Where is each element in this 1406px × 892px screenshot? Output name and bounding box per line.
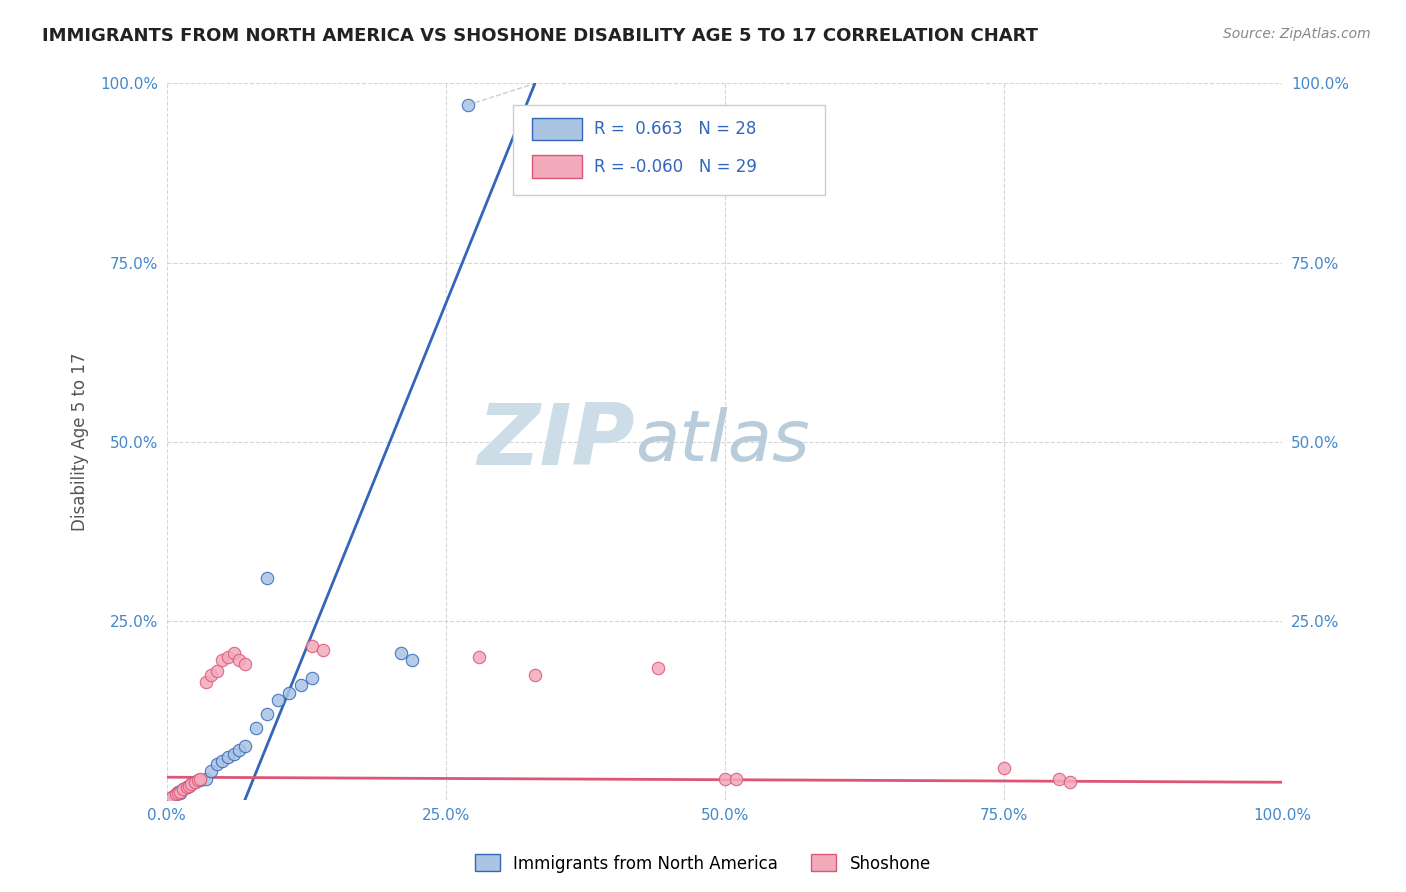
Point bbox=[290, 678, 312, 692]
Point bbox=[233, 657, 256, 671]
Point bbox=[165, 788, 187, 802]
Point bbox=[188, 772, 211, 786]
FancyBboxPatch shape bbox=[513, 105, 825, 194]
Point bbox=[245, 722, 267, 736]
Point bbox=[205, 664, 228, 678]
Point bbox=[217, 750, 239, 764]
Point bbox=[180, 777, 202, 791]
Point bbox=[301, 671, 323, 685]
Point bbox=[183, 775, 205, 789]
Point bbox=[724, 772, 747, 786]
Point bbox=[166, 786, 188, 800]
Point bbox=[177, 779, 200, 793]
Point bbox=[172, 782, 194, 797]
Point bbox=[169, 786, 191, 800]
Point bbox=[205, 757, 228, 772]
Point bbox=[389, 646, 412, 660]
Point bbox=[194, 772, 217, 786]
Point bbox=[166, 784, 188, 798]
Point bbox=[194, 674, 217, 689]
Point bbox=[188, 773, 211, 788]
Point bbox=[176, 780, 198, 795]
Point bbox=[176, 780, 198, 795]
Point bbox=[993, 761, 1015, 775]
Point bbox=[713, 772, 735, 786]
Point bbox=[162, 789, 184, 804]
Point bbox=[1059, 775, 1081, 789]
Text: IMMIGRANTS FROM NORTH AMERICA VS SHOSHONE DISABILITY AGE 5 TO 17 CORRELATION CHA: IMMIGRANTS FROM NORTH AMERICA VS SHOSHON… bbox=[42, 27, 1038, 45]
Point bbox=[162, 789, 184, 804]
Point bbox=[267, 693, 290, 707]
Point bbox=[183, 775, 205, 789]
Text: R =  0.663   N = 28: R = 0.663 N = 28 bbox=[595, 120, 756, 138]
Point bbox=[180, 777, 202, 791]
Point bbox=[228, 743, 250, 757]
Point bbox=[256, 571, 278, 585]
FancyBboxPatch shape bbox=[531, 155, 582, 178]
Point bbox=[165, 788, 187, 802]
Point bbox=[211, 754, 233, 768]
Point bbox=[1047, 772, 1070, 786]
Point bbox=[172, 782, 194, 797]
Point bbox=[312, 642, 335, 657]
Text: R = -0.060   N = 29: R = -0.060 N = 29 bbox=[595, 158, 756, 176]
Point bbox=[169, 784, 191, 798]
Point bbox=[217, 649, 239, 664]
Point bbox=[233, 739, 256, 754]
Point bbox=[222, 747, 245, 761]
Point bbox=[222, 646, 245, 660]
Text: Source: ZipAtlas.com: Source: ZipAtlas.com bbox=[1223, 27, 1371, 41]
Text: atlas: atlas bbox=[636, 408, 810, 476]
Y-axis label: Disability Age 5 to 17: Disability Age 5 to 17 bbox=[72, 352, 89, 531]
Point bbox=[523, 667, 546, 681]
Point bbox=[200, 667, 222, 681]
Point bbox=[211, 653, 233, 667]
Point bbox=[256, 707, 278, 722]
Point bbox=[301, 639, 323, 653]
Point bbox=[401, 653, 423, 667]
Legend: Immigrants from North America, Shoshone: Immigrants from North America, Shoshone bbox=[468, 847, 938, 880]
Text: ZIP: ZIP bbox=[478, 401, 636, 483]
Point bbox=[278, 686, 301, 700]
Point bbox=[228, 653, 250, 667]
Point bbox=[200, 764, 222, 779]
Point bbox=[177, 779, 200, 793]
Point bbox=[468, 649, 491, 664]
FancyBboxPatch shape bbox=[531, 118, 582, 140]
Point bbox=[647, 660, 669, 674]
Point bbox=[457, 98, 479, 112]
Point bbox=[187, 773, 209, 788]
